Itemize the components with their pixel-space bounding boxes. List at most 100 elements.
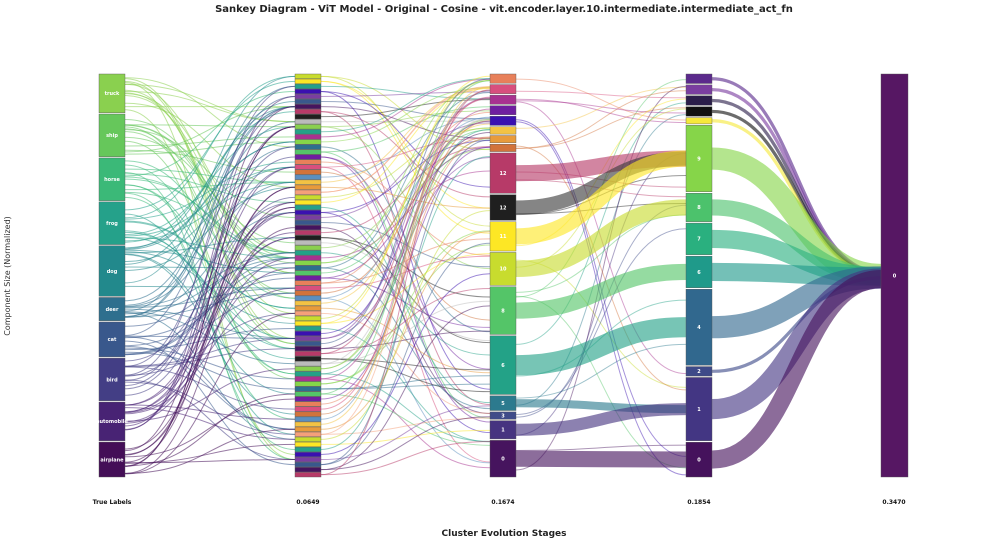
stage1-node-15	[294, 149, 322, 155]
stage1-node-6	[294, 104, 322, 110]
link-0-1-5	[124, 136, 296, 147]
stage1-node-49	[294, 320, 322, 326]
link-0-5-11	[124, 121, 296, 318]
link-1-70-0	[320, 231, 491, 430]
stage1-node-73	[294, 441, 322, 447]
stage2-node-16	[489, 420, 517, 440]
link-2-thin-22	[515, 100, 687, 114]
stage3-node-4	[685, 117, 713, 125]
link-0-8-11	[124, 211, 296, 413]
stage2-node-label-11: 10	[500, 267, 507, 273]
true-label-node-label-9: airplane	[100, 457, 124, 463]
stage3-node-label-10: 2	[697, 369, 701, 375]
stage1-node-21	[294, 179, 322, 185]
link-2-thin-14	[515, 90, 687, 149]
link-2-thin-1	[515, 114, 687, 406]
link-2-thin-20	[515, 78, 687, 121]
stage2-node-label-9: 12	[500, 205, 507, 211]
true-label-node-7	[98, 357, 126, 402]
link-2-thin-15	[515, 145, 687, 391]
true-label-node-4	[98, 245, 126, 297]
link-2-thin-2	[515, 90, 687, 99]
link-1-69-0	[320, 86, 491, 425]
stage1-node-53	[294, 341, 322, 347]
link-1-60-1	[320, 108, 491, 380]
stage1-node-14	[294, 144, 322, 150]
link-0-4-3	[124, 254, 296, 415]
stage3-node-3	[685, 106, 713, 117]
link-1-38-0	[320, 91, 491, 269]
link-1-63-0	[320, 80, 491, 395]
stage3-node-10	[685, 366, 713, 377]
true-label-node-9	[98, 441, 126, 478]
link-0-4-6	[124, 101, 296, 265]
link-0-7-13	[124, 106, 296, 367]
link-0-0-13	[124, 82, 296, 461]
link-0-9-11	[124, 126, 296, 467]
link-0-7-12	[124, 381, 296, 435]
link-0-9-0	[124, 428, 296, 474]
link-1-55-1	[320, 97, 491, 355]
stage1-node-48	[294, 315, 322, 321]
stage1-node-64	[294, 396, 322, 402]
stage1-node-8	[294, 114, 322, 120]
link-0-6-10	[124, 277, 296, 339]
stage1-node-37	[294, 260, 322, 266]
link-1-12-0	[320, 78, 491, 138]
link-1-41-0	[320, 111, 491, 284]
stage1-node-72	[294, 436, 322, 442]
stage3-node-5	[685, 125, 713, 192]
link-0-1-2	[124, 141, 296, 155]
link-0-3-0	[124, 161, 296, 220]
link-1-78-0	[320, 305, 491, 471]
link-1-71-0	[320, 89, 491, 435]
stage1-node-22	[294, 184, 322, 190]
stage1-node-35	[294, 250, 322, 256]
stage1-node-75	[294, 451, 322, 458]
stage3-node-label-9: 4	[697, 325, 701, 331]
stage3-node-label-5: 9	[697, 156, 701, 162]
link-0-3-6	[124, 237, 296, 259]
link-1-44-1	[320, 297, 491, 464]
stage-label-4: 0.3470	[882, 499, 905, 506]
stage3-node-9	[685, 288, 713, 366]
stage1-node-46	[294, 305, 322, 311]
stage1-node-4	[294, 93, 322, 100]
stage1-node-5	[294, 99, 322, 105]
link-1-52-1	[320, 157, 491, 340]
stage3-node-12	[685, 441, 713, 478]
stage1-node-78	[294, 467, 322, 473]
link-1-39-0	[320, 129, 491, 274]
link-0-6-5	[124, 327, 296, 351]
stage1-node-66	[294, 406, 322, 412]
stage1-node-67	[294, 411, 322, 417]
stage-labels: True Labels 0.0649 0.1674 0.1854 0.3470	[93, 499, 906, 506]
stage2-node-label-14: 5	[501, 401, 505, 407]
link-0-7-9	[124, 312, 296, 376]
link-1-53-0	[320, 78, 491, 345]
link-1-6-0	[320, 106, 491, 139]
link-1-0-1	[320, 75, 491, 151]
stage1-node-31	[294, 230, 322, 236]
stage2-node-1	[489, 84, 517, 94]
link-0-7-3	[124, 201, 296, 362]
stage1-node-19	[294, 169, 322, 175]
link-0-5-6	[124, 146, 296, 306]
stage3-node-2	[685, 95, 713, 106]
link-1-7-1	[320, 111, 491, 198]
link-1-49-1	[320, 75, 491, 324]
link-0-6-6	[124, 252, 296, 327]
link-2-thin-9	[515, 86, 687, 129]
stage1-node-30	[294, 225, 322, 231]
link-0-5-5	[124, 106, 296, 302]
link-0-7-10	[124, 366, 296, 410]
link-1-57-1	[320, 300, 491, 365]
link-1-10-0	[320, 110, 491, 128]
stage1-node-52	[294, 336, 322, 342]
link-1-50-0	[320, 327, 491, 443]
stage1-node-25	[294, 199, 322, 205]
link-2-thin-0	[515, 444, 687, 452]
true-label-node-label-3: frog	[106, 221, 118, 227]
stage1-node-28	[294, 214, 322, 221]
link-0-0-6	[124, 78, 296, 340]
